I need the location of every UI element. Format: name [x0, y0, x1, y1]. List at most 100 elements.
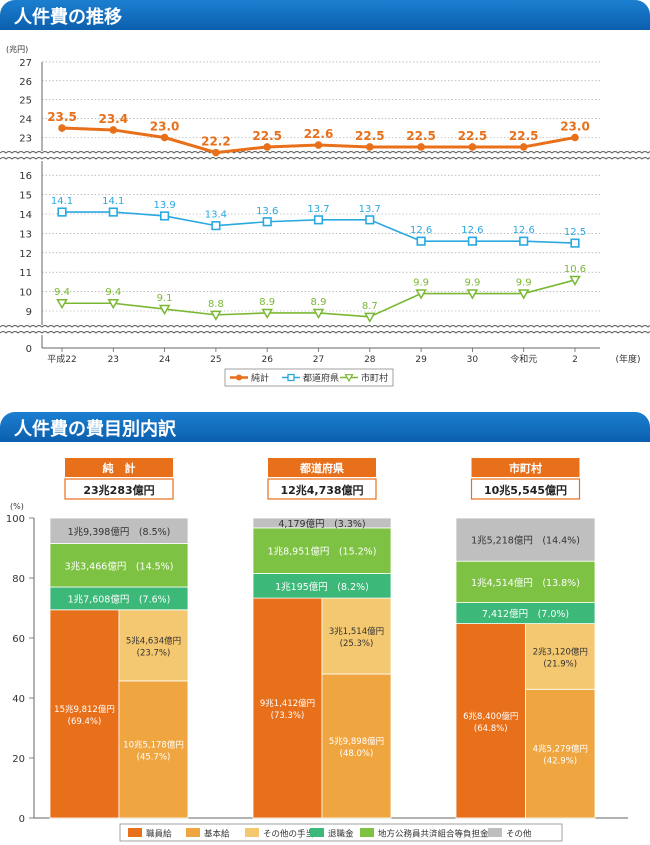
data-point: [158, 304, 171, 316]
legend: 職員給 基本給 その他の手当 退職金 地方公務員共済組合等負担金 その他: [119, 823, 563, 842]
x-tick-label: 26: [261, 355, 273, 365]
data-label: 22.6: [304, 127, 334, 141]
data-point: [313, 215, 324, 225]
y-tick-label: 0: [19, 814, 25, 825]
data-label: 22.5: [355, 129, 385, 143]
data-point: [56, 298, 68, 310]
data-point: [57, 207, 67, 217]
category-header: [268, 458, 376, 477]
data-point: [107, 298, 120, 310]
y-tick-label: 100: [6, 514, 25, 525]
x-tick-label: 24: [159, 355, 171, 365]
y-tick-label: 9: [26, 307, 32, 318]
segment-label: (25.3%): [340, 639, 374, 649]
data-label: 8.9: [311, 297, 327, 308]
data-label: 8.9: [259, 297, 275, 308]
axis-break-gap: [0, 325, 650, 335]
data-label: 12.6: [461, 225, 483, 236]
segment-label: 1兆9,398億円 (8.5%): [68, 526, 171, 538]
breakdown-section-title: 人件費の費目別内訳: [14, 419, 176, 440]
segment-label: 1兆7,608億円 (7.6%): [68, 593, 171, 605]
data-label: 14.1: [102, 196, 124, 207]
segment-teate: [525, 623, 596, 690]
bar-group-0: 純 計 23兆283億円 15兆9,812億円 (69.4%) 10兆5,178億円 (4…: [49, 458, 189, 819]
data-label: 23.4: [98, 112, 128, 126]
legend-swatch: [488, 828, 502, 837]
legend-label: 市町村: [361, 372, 388, 384]
y-axis-unit-label: (兆円): [6, 44, 28, 54]
segment-label: (73.3%): [271, 711, 305, 721]
y-tick-label: 16: [19, 171, 32, 182]
legend-label: 純計: [251, 372, 269, 384]
data-point: [416, 236, 426, 246]
bar-group-1: 都道府県 12兆4,738億円 9兆1,412億円 (73.3%) 5兆9,898億円 (…: [252, 458, 392, 819]
data-label: 22.5: [406, 129, 436, 143]
segment-label: (69.4%): [68, 717, 102, 727]
axis-break-gap: [0, 151, 650, 161]
data-point: [160, 211, 170, 221]
data-point: [366, 143, 374, 151]
legend-item-市町村: 市町村: [340, 372, 388, 384]
x-tick-label: 平成22: [47, 353, 76, 365]
data-label: 9.1: [157, 293, 173, 304]
y-tick-label: 60: [12, 634, 25, 645]
data-label: 9.4: [105, 287, 121, 298]
data-label: 13.9: [153, 200, 175, 211]
y-tick-label: 12: [19, 249, 32, 260]
data-point: [569, 275, 581, 286]
segment-その他: [455, 517, 596, 562]
axis-break-wave: [0, 325, 650, 328]
y-tick-label: 20: [12, 754, 25, 765]
y-tick-label: 15: [19, 191, 32, 202]
data-point: [261, 308, 273, 319]
segment-label: (45.7%): [137, 752, 171, 762]
data-label: 22.5: [458, 129, 488, 143]
breakdown-section-header: 人件費の費目別内訳: [0, 412, 650, 442]
x-tick-label: 28: [364, 355, 376, 365]
axis-break: [0, 151, 650, 161]
segment-kihon: [118, 680, 189, 819]
trend-section-header: 人件費の推移: [0, 0, 650, 30]
category-header: [471, 458, 580, 477]
category-total: 12兆4,738億円: [280, 483, 363, 497]
legend-label: 都道府県: [303, 372, 339, 384]
data-point: [58, 124, 66, 132]
legend-frame: [224, 368, 394, 387]
y-tick-label: 80: [12, 574, 25, 585]
data-label: 9.4: [54, 287, 70, 298]
data-label: 13.4: [205, 210, 227, 221]
category-name: 都道府県: [299, 461, 344, 475]
y-tick-label: 24: [19, 115, 32, 126]
segment-label: (64.8%): [474, 724, 508, 734]
data-label: 9.9: [464, 278, 480, 289]
data-label: 23.0: [150, 120, 180, 134]
legend-label: 職員給: [146, 829, 172, 840]
segment-label: 6兆8,400億円: [463, 711, 518, 722]
data-point: [517, 289, 530, 300]
axis-break-wave: [0, 151, 650, 154]
y-tick-label: 27: [19, 58, 32, 69]
bar-group-2: 市町村 10兆5,545億円 6兆8,400億円 (64.8%) 4兆5,279億円 (4…: [455, 458, 596, 819]
data-point: [571, 133, 579, 142]
data-point: [314, 141, 323, 149]
category-name: 市町村: [509, 461, 542, 475]
data-point: [210, 310, 222, 321]
data-point: [312, 308, 325, 319]
segment-label: 10兆5,178億円: [123, 739, 184, 750]
segment-label: 4兆5,279億円: [533, 744, 588, 755]
legend-label: その他の手当: [263, 829, 314, 840]
data-label: 23.5: [47, 110, 77, 124]
segment-label: 7,412億円 (7.0%): [482, 608, 569, 620]
data-label: 12.6: [513, 225, 535, 236]
segment-label: (48.0%): [340, 749, 374, 759]
category-total-box: [470, 478, 581, 500]
segment-label: 3兆1,514億円: [329, 626, 384, 637]
axis-break-wave: [0, 157, 650, 160]
data-point: [467, 236, 478, 246]
data-label: 12.6: [410, 225, 432, 236]
y-axis-unit-label: (%): [10, 502, 24, 511]
segment-label: 9兆1,412億円: [260, 698, 315, 709]
data-label: 13.6: [256, 206, 278, 217]
data-point: [468, 143, 477, 151]
data-point: [417, 143, 425, 151]
